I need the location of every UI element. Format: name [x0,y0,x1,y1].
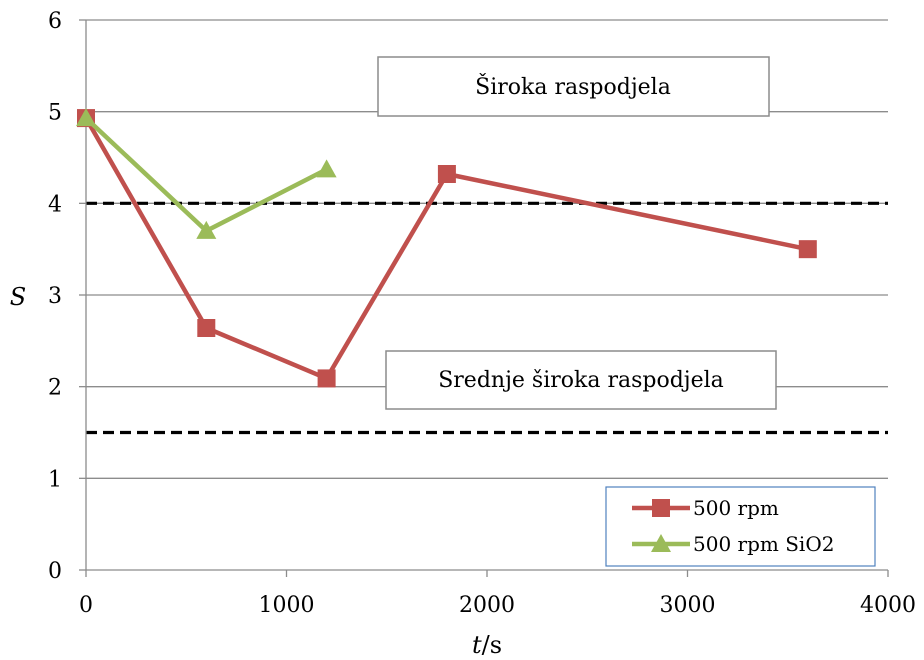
x-tick-label: 0 [79,593,93,618]
annotation-box-wide [377,56,770,117]
x-tick-label: 4000 [860,593,916,618]
x-tick-label: 3000 [660,593,716,618]
y-tick-labels: 0 1 2 3 4 5 6 [48,9,62,584]
y-tick-label: 6 [48,9,62,34]
annotation-wide-distribution: Široka raspodjela [475,73,671,100]
series-line-1 [84,116,328,234]
legend-label: 500 rpm SiO2 [693,532,834,556]
legend-items: 500 rpm 500 rpm SiO2 [632,496,834,556]
annotations: Široka raspodjela Srednje široka raspodj… [377,56,777,410]
x-tick-label: 2000 [459,593,515,618]
x-tick-label: 1000 [259,593,315,618]
data-point [317,369,336,388]
series-line-0 [84,116,809,381]
data-point [76,108,96,127]
x-tick-labels: 0 1000 2000 3000 4000 [79,593,916,618]
data-point [197,319,216,337]
y-tick-label: 3 [48,284,62,309]
series-1 [76,108,337,239]
annotation-medium-distribution: Srednje široka raspodjela [438,368,724,393]
y-tick-label: 5 [48,101,62,126]
y-tick-label: 4 [48,192,62,217]
y-tick-label: 2 [48,376,62,401]
x-axis-label: t [472,631,482,659]
x-axis-label-group: t/s [472,631,502,659]
reference-lines [86,201,888,435]
legend-item-0: 500 rpm [632,496,779,520]
series-layer [76,108,817,388]
legend-marker [651,534,671,552]
y-tick-label: 1 [48,467,62,492]
data-point [798,240,817,259]
legend-box [605,486,876,567]
y-axis-label: S [10,283,26,311]
x-axis-unit: /s [482,631,502,659]
legend: 500 rpm 500 rpm SiO2 [605,486,876,567]
legend-item-1: 500 rpm SiO2 [632,532,834,556]
annotation-box-medium [385,350,777,410]
legend-label: 500 rpm [693,496,779,520]
y-tick-label: 0 [48,559,62,584]
data-point [437,165,456,183]
data-point [316,159,337,178]
data-point [196,220,217,239]
series-0 [77,109,817,388]
legend-marker [652,499,670,517]
